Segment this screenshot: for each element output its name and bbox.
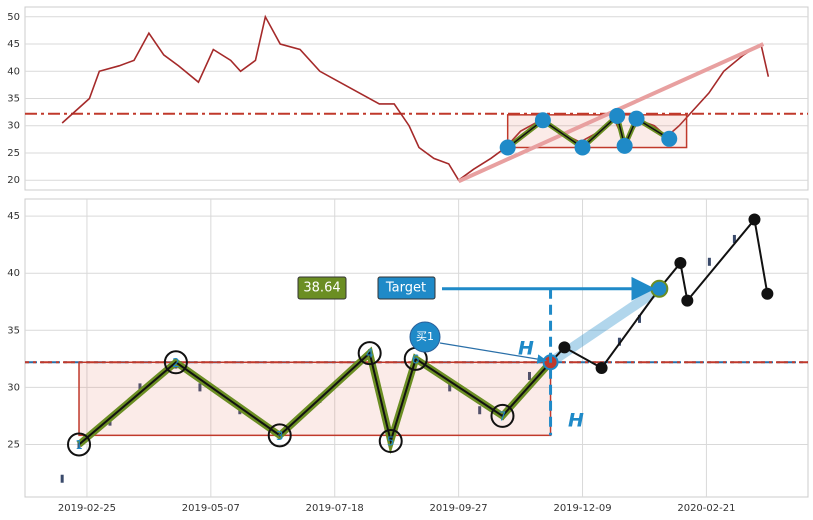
y-tick-label: 30	[7, 121, 20, 132]
y-tick-label: 35	[7, 94, 20, 105]
breakout-dot	[681, 294, 694, 307]
breakout-dot	[674, 256, 687, 269]
pattern-point	[67, 432, 92, 457]
pattern-dot	[616, 137, 633, 154]
buy-arrow	[439, 342, 547, 364]
candle	[732, 234, 736, 243]
y-tick-label: 20	[7, 175, 20, 186]
x-tick-label: 2019-09-27	[430, 503, 488, 514]
pattern-label: 3	[276, 429, 284, 443]
pattern-point	[378, 429, 403, 454]
candle	[617, 337, 621, 346]
breakout-dot	[595, 361, 608, 374]
pattern-label: 1	[75, 438, 83, 452]
breakout-line	[549, 217, 769, 370]
y-tick-label: 25	[7, 439, 20, 450]
candle	[527, 371, 531, 380]
pattern-label: 5	[387, 435, 395, 449]
breakout-dot	[761, 287, 774, 300]
pattern-label: 4	[366, 347, 374, 361]
x-tick-label: 2020-02-21	[677, 503, 735, 514]
h-label-top: H	[518, 338, 534, 360]
x-tick-label: 2019-12-09	[553, 503, 611, 514]
y-tick-label: 40	[7, 268, 20, 279]
h-label-bottom: H	[568, 410, 584, 432]
x-tick-label: 2019-07-18	[306, 503, 364, 514]
breakout-dot	[650, 279, 669, 298]
pattern-point	[267, 423, 292, 448]
pattern-dot	[499, 139, 516, 156]
y-tick-label: 50	[7, 12, 20, 23]
y-tick-label: 45	[7, 39, 20, 50]
candle	[138, 383, 142, 392]
candle	[60, 474, 64, 483]
pattern-dot	[574, 139, 591, 156]
pattern-dot	[609, 107, 626, 124]
target-value: 38.64	[303, 281, 340, 296]
pattern-label: 7	[499, 409, 507, 423]
y-tick-label: 35	[7, 325, 20, 336]
breakout-dot	[558, 341, 571, 354]
pattern-point	[163, 350, 188, 375]
y-tick-label: 25	[7, 148, 20, 159]
target-label-box	[377, 276, 436, 300]
y-tick-label: 45	[7, 211, 20, 222]
pattern-label: 2	[172, 356, 180, 370]
pattern-dot	[628, 110, 645, 127]
pattern-dot	[661, 130, 678, 147]
buy-label: 买1	[416, 330, 434, 343]
pattern-line-core	[78, 351, 552, 446]
breakout-dot	[748, 213, 761, 226]
x-tick-label: 2019-05-07	[182, 503, 240, 514]
pattern-label: 6	[412, 352, 420, 366]
pattern-dot	[534, 112, 551, 129]
candle	[638, 314, 642, 323]
candle	[198, 383, 202, 392]
x-tick-label: 2019-02-25	[58, 503, 116, 514]
candle	[448, 383, 452, 392]
y-tick-label: 30	[7, 382, 20, 393]
pattern-point	[357, 341, 382, 366]
y-tick-label: 40	[7, 66, 20, 77]
pattern-point	[490, 403, 515, 428]
candle	[707, 257, 711, 266]
buy-marker	[409, 321, 441, 353]
candle	[478, 406, 482, 415]
target-label: Target	[385, 281, 426, 296]
target-value-box	[297, 276, 347, 300]
